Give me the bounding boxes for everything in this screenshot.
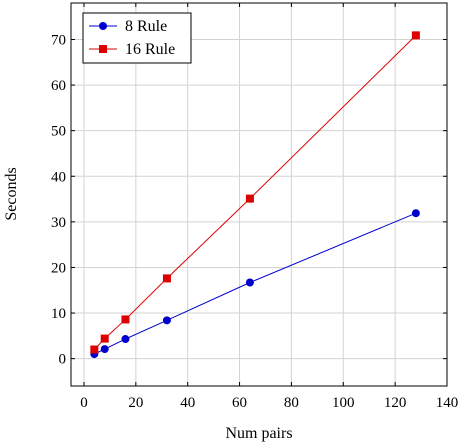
data-point-8-rule xyxy=(100,345,109,354)
series-line-16-rule xyxy=(93,35,417,350)
series-line-8-rule xyxy=(94,212,417,355)
x-tick-label: 140 xyxy=(436,395,459,411)
y-tick-label: 60 xyxy=(51,78,66,94)
y-tick-label: 0 xyxy=(59,352,67,368)
x-tick-label: 80 xyxy=(284,395,299,411)
legend-marker-8-rule xyxy=(99,22,107,30)
x-tick-label: 100 xyxy=(332,395,355,411)
legend-label-16-rule: 16 Rule xyxy=(125,41,175,58)
axis-ticks: 0 20 40 60 80 100 120 140 0 10 20 30 40 50 60 70 xyxy=(51,3,458,411)
data-point-8-rule xyxy=(121,335,130,344)
y-tick-label: 30 xyxy=(51,215,66,231)
series-layer xyxy=(90,31,420,359)
y-axis-title: Seconds xyxy=(3,167,20,220)
data-point-8-rule xyxy=(411,209,420,218)
legend-box xyxy=(82,12,192,64)
x-axis-title: Num pairs xyxy=(225,425,292,442)
data-point-8-rule xyxy=(162,316,171,325)
x-tick-label: 40 xyxy=(180,395,195,411)
data-point-8-rule xyxy=(245,278,254,287)
legend-label-8-rule: 8 Rule xyxy=(125,18,167,35)
y-tick-label: 20 xyxy=(51,260,66,276)
data-point-16-rule xyxy=(245,194,254,203)
legend-marker-16-rule xyxy=(99,45,107,53)
data-point-16-rule xyxy=(162,274,171,283)
legend: 8 Rule 16 Rule xyxy=(82,12,192,64)
grid xyxy=(71,3,448,386)
x-tick-label: 0 xyxy=(80,395,88,411)
y-tick-label: 50 xyxy=(51,124,66,140)
y-tick-label: 10 xyxy=(51,306,66,322)
plot-frame xyxy=(70,2,448,387)
x-tick-label: 120 xyxy=(384,395,407,411)
data-point-16-rule xyxy=(90,345,99,354)
x-tick-label: 20 xyxy=(128,395,143,411)
y-tick-label: 70 xyxy=(51,32,66,48)
data-point-16-rule xyxy=(121,315,130,324)
data-point-16-rule xyxy=(411,31,420,40)
x-tick-label: 60 xyxy=(232,395,247,411)
y-tick-label: 40 xyxy=(51,169,66,185)
data-point-16-rule xyxy=(100,334,109,343)
